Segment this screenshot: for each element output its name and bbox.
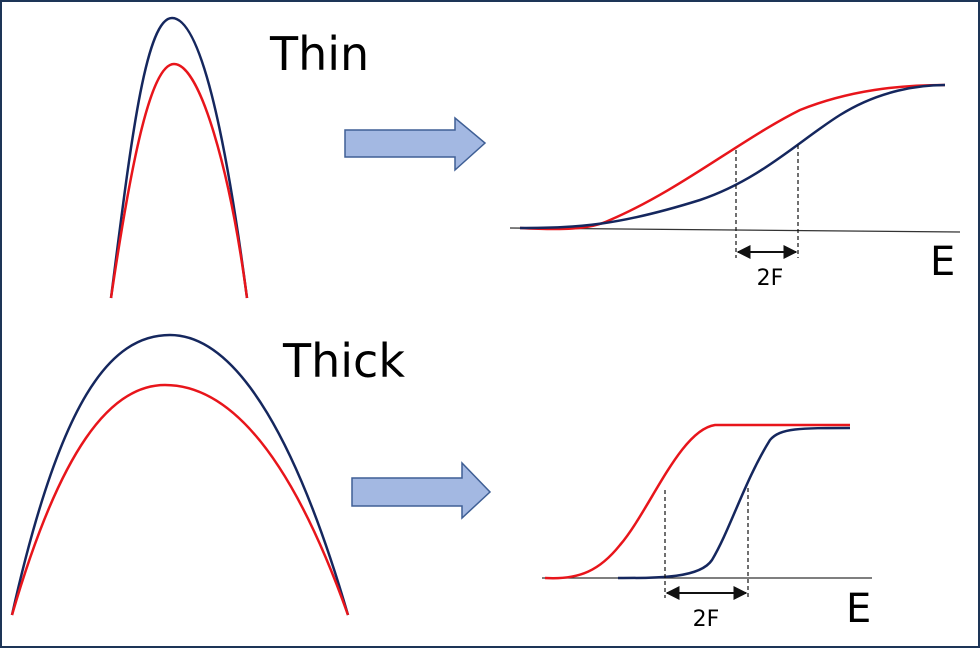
arrow	[351, 461, 492, 520]
blue-curve	[617, 426, 851, 580]
blue-peak	[109, 16, 249, 299]
axis-label: E	[930, 239, 955, 285]
red-curve	[519, 83, 946, 231]
red-peak	[10, 383, 350, 616]
panel-label: Thin	[269, 27, 369, 81]
panel-label: Thick	[282, 334, 405, 388]
gap-label: 2F	[693, 607, 720, 632]
gap-label: 2F	[757, 266, 784, 291]
axis	[509, 227, 961, 233]
red-curve	[544, 423, 850, 580]
arrow	[344, 116, 487, 172]
axis-label: E	[846, 586, 871, 632]
red-peak	[109, 62, 249, 299]
blue-peak	[10, 333, 350, 616]
blue-curve	[519, 83, 946, 230]
